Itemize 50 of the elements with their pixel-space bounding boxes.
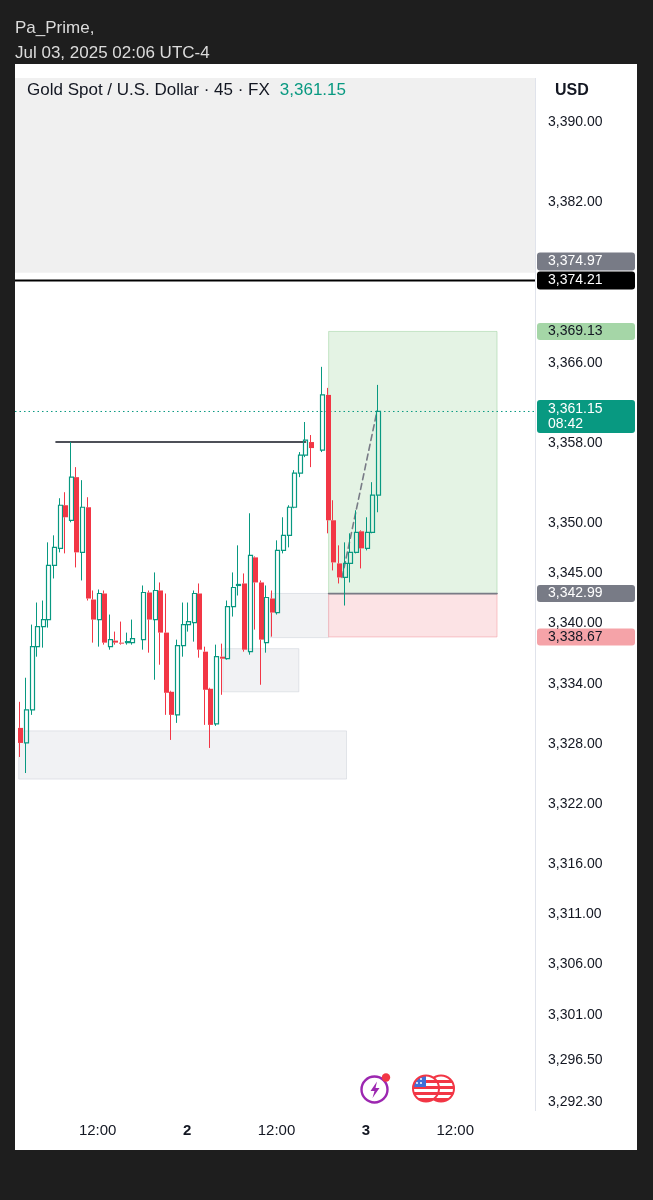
candlestick [197,582,202,659]
y-tick-label: 3,342.99 [548,584,603,601]
candlestick [74,466,79,568]
x-tick-label: 12:00 [78,1121,117,1139]
y-tick-label: 3,301.00 [548,1005,603,1022]
y-tick-label: 3,306.00 [548,955,603,972]
candlestick [337,544,342,584]
x-tick-label: 12:00 [257,1121,296,1139]
candlestick [359,531,364,569]
y-tick-label: 3,366.00 [548,353,603,370]
candlestick [147,589,152,654]
y-tick-label: 3,328.00 [548,734,603,751]
chart-subtitle: 3,361.15 [279,80,346,99]
candlestick [119,621,124,644]
x-tick-label: 3 [361,1121,371,1139]
text: Jul 03, 2025 02:06 UTC-4 [15,42,210,64]
y-tick-label: 3,334.00 [548,674,603,691]
candlestick [68,441,75,523]
candlestick [158,581,163,666]
candlestick [79,479,86,581]
candlestick [113,631,118,646]
candlestick [309,434,314,468]
y-tick-label: 3,382.00 [548,193,603,210]
x-tick-label: 12:00 [436,1121,475,1139]
y-tick-label: 3,316.00 [548,855,603,872]
band-label: 3,374.97 [548,252,603,269]
y-tick-label: 3,390.00 [548,112,603,129]
y-tick-label: 3,358.00 [548,433,603,450]
y-tick-label: 3,350.00 [548,514,603,531]
ref-line-label: 3,361.15 08:42 [548,399,603,431]
chart-title: Gold Spot / U.S. Dollar · 45 · FX [27,80,270,99]
text: Pa_Prime, [15,17,96,39]
candlestick [270,589,275,638]
y-tick-label: 3,322.00 [548,794,603,811]
y-tick-label: 3,369.13 [548,322,603,339]
y-tick-label: 3,340.00 [548,614,603,631]
y-tick-label: 3,296.50 [548,1050,603,1067]
candlestick [102,589,107,646]
candlestick [253,557,258,631]
candlestick [220,643,225,696]
ref-line-label: 3,374.21 [548,271,603,288]
candlestick [242,572,247,653]
y-tick-label: 3,311.00 [548,905,602,922]
candlestick [18,701,23,758]
y-tick-label: 3,345.00 [548,564,603,581]
y-axis-title: USD [555,80,589,100]
candlestick [63,491,68,554]
x-tick-label: 2 [182,1121,192,1139]
candlestick [140,584,147,651]
y-tick-label: 3,292.30 [548,1092,603,1109]
